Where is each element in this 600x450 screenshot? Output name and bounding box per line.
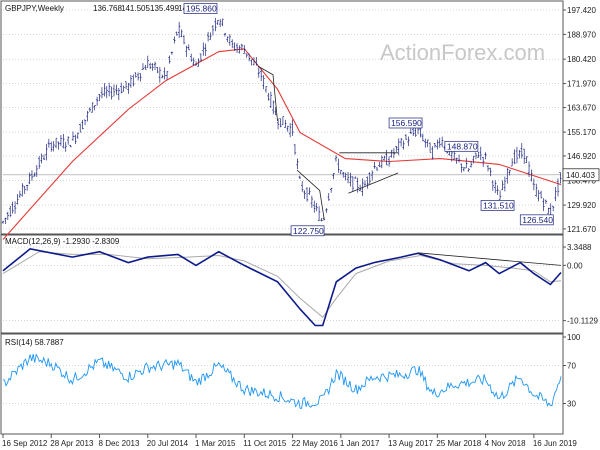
symbol-label: GBPJPY,Weekly [5, 4, 64, 13]
x-axis-tick-label: 11 Oct 2015 [243, 439, 287, 448]
macd-panel-frame [0, 234, 564, 334]
rsi-y-tick-label: 100 [567, 333, 581, 342]
price-bars-layer [1, 17, 562, 225]
grid-lines [3, 9, 561, 404]
x-axis-tick-label: 1 Mar 2015 [195, 439, 236, 448]
watermark: ActionForex.com [380, 40, 545, 65]
price-annotations-layer: 195.860 122.750 156.590 148.870 131.510 126.5… [183, 3, 554, 237]
x-axis-tick-label: 16 Jun 2019 [533, 439, 578, 448]
open-value: 136.768 [93, 4, 122, 13]
rsi-line [2, 353, 562, 409]
moving-average-layer [2, 48, 562, 240]
axis-labels-layer: 197.420 188.970 180.420 171.970 163.670 155.1… [2, 6, 600, 448]
high-value: 141.505 [121, 4, 150, 13]
current-price-box [562, 168, 600, 182]
price-annotation-box [388, 117, 423, 129]
price-y-tick-label: 146.920 [567, 152, 596, 161]
rsi-label: RSI(14) 58.7887 [5, 338, 64, 347]
price-annotation-box [480, 200, 515, 211]
current-price-label: 140.403 [566, 171, 595, 180]
x-axis-tick-label: 13 Aug 2017 [388, 439, 433, 448]
x-axis-tick-label: 8 Dec 2013 [99, 439, 140, 448]
rsi-panel-frame [0, 333, 564, 435]
price-y-tick-label: 155.170 [567, 128, 596, 137]
price-y-tick-label: 171.970 [567, 80, 596, 89]
price-y-tick-label: 129.920 [567, 201, 596, 210]
rsi-layer [2, 353, 562, 409]
macd-trendline [417, 252, 562, 266]
price-annotation-label: 122.750 [293, 226, 324, 236]
price-y-tick-label: 180.420 [567, 55, 596, 64]
x-axis-tick-label: 20 Jul 2014 [147, 439, 189, 448]
price-panel-frame [0, 0, 564, 235]
price-annotation-box [519, 214, 554, 226]
macd-line [2, 248, 562, 327]
price-annotation-box [290, 225, 325, 237]
low-value: 135.499 [150, 4, 179, 13]
pattern-trendline [348, 172, 399, 194]
pattern-trendline [257, 65, 278, 122]
macd-y-tick-label: 3.3488 [567, 243, 592, 252]
macd-layer [2, 248, 562, 327]
macd-label: MACD(12,26,9) -1.2930 -2.8309 [5, 237, 120, 246]
price-annotation-label: 126.540 [522, 215, 553, 225]
price-annotation-label: 131.510 [483, 200, 514, 210]
macd-signal-line [2, 251, 562, 319]
x-axis-tick-label: 16 Sep 2012 [2, 439, 48, 448]
x-axis-tick-label: 28 Apr 2013 [50, 439, 94, 448]
rsi-y-tick-label: 70 [567, 362, 576, 371]
price-annotation-label: 195.860 [186, 4, 217, 14]
rsi-y-tick-label: 30 [567, 400, 576, 409]
price-annotation-box [444, 140, 479, 152]
price-annotation-label: 148.870 [447, 141, 478, 151]
x-axis-tick-label: 22 May 2016 [292, 439, 339, 448]
price-y-tick-label: 163.670 [567, 104, 596, 113]
macd-y-tick-label: 0.00 [567, 261, 583, 270]
pattern-trendline [296, 169, 325, 220]
x-axis-tick-label: 4 Nov 2018 [485, 439, 526, 448]
price-annotation-label: 156.590 [391, 118, 422, 128]
macd-y-tick-label: -10.1129 [567, 317, 599, 326]
price-y-tick-label: 121.670 [567, 225, 596, 234]
moving-average-line [2, 48, 562, 240]
price-annotation-box [183, 3, 218, 14]
price-y-tick-label: 197.420 [567, 6, 596, 15]
x-axis-tick-label: 1 Jan 2017 [340, 439, 380, 448]
price-y-tick-label: 188.970 [567, 30, 596, 39]
x-axis-tick-label: 25 Mar 2018 [436, 439, 481, 448]
